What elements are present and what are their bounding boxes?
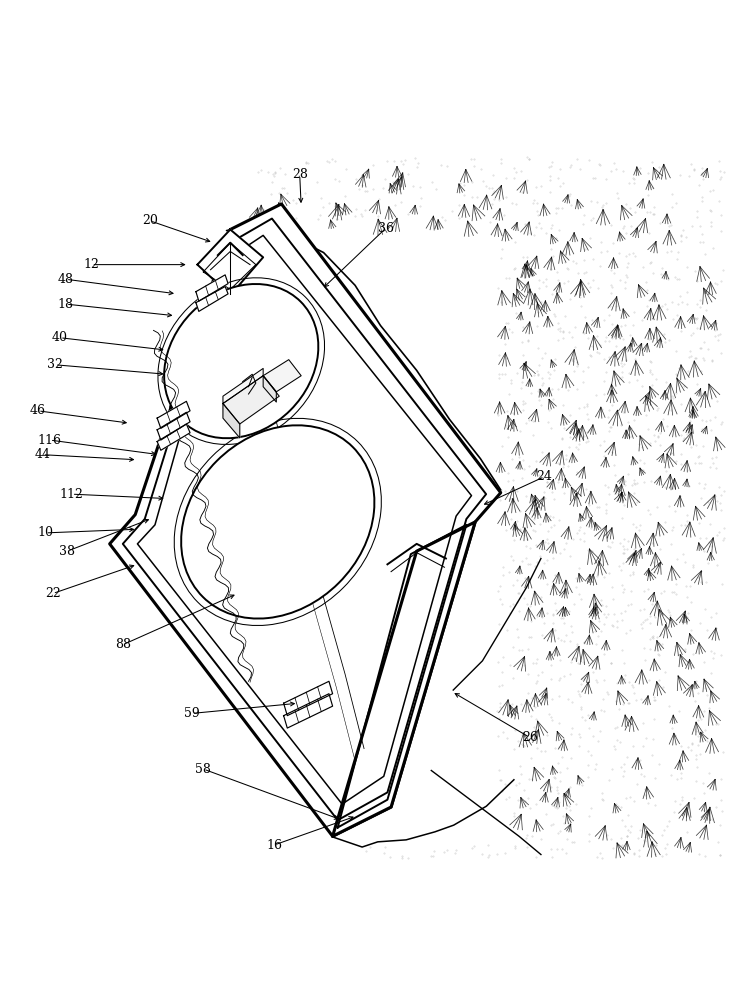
Text: 26: 26	[522, 731, 538, 744]
Text: 59: 59	[183, 707, 200, 720]
Text: 20: 20	[142, 214, 158, 227]
Polygon shape	[123, 219, 486, 820]
Text: 40: 40	[52, 331, 68, 344]
Text: 18: 18	[58, 298, 74, 311]
Polygon shape	[196, 275, 228, 301]
Polygon shape	[203, 243, 256, 289]
Text: 24: 24	[537, 470, 553, 483]
Polygon shape	[223, 404, 240, 438]
Polygon shape	[284, 694, 333, 728]
Polygon shape	[157, 424, 190, 450]
Text: 38: 38	[59, 545, 75, 558]
Text: 48: 48	[58, 273, 74, 286]
Polygon shape	[137, 235, 471, 804]
Text: 32: 32	[47, 358, 63, 371]
Polygon shape	[223, 368, 263, 404]
Polygon shape	[263, 360, 301, 392]
Polygon shape	[196, 287, 228, 311]
Text: 116: 116	[38, 434, 61, 447]
Text: 112: 112	[60, 488, 83, 501]
Text: 88: 88	[115, 638, 131, 651]
Text: 58: 58	[195, 763, 211, 776]
Ellipse shape	[164, 284, 318, 438]
Text: 16: 16	[266, 839, 282, 852]
Polygon shape	[197, 230, 263, 295]
Text: 44: 44	[34, 448, 50, 461]
Text: 12: 12	[83, 258, 99, 271]
Text: 28: 28	[292, 168, 308, 181]
Text: 10: 10	[37, 526, 53, 539]
Polygon shape	[157, 401, 190, 428]
Polygon shape	[223, 376, 279, 424]
Polygon shape	[284, 681, 333, 716]
Text: 46: 46	[30, 404, 46, 417]
Polygon shape	[157, 412, 190, 440]
Polygon shape	[110, 204, 501, 836]
Polygon shape	[333, 522, 475, 836]
Ellipse shape	[181, 425, 374, 619]
Text: 36: 36	[378, 222, 394, 235]
Polygon shape	[263, 376, 276, 402]
Text: 22: 22	[45, 587, 61, 600]
